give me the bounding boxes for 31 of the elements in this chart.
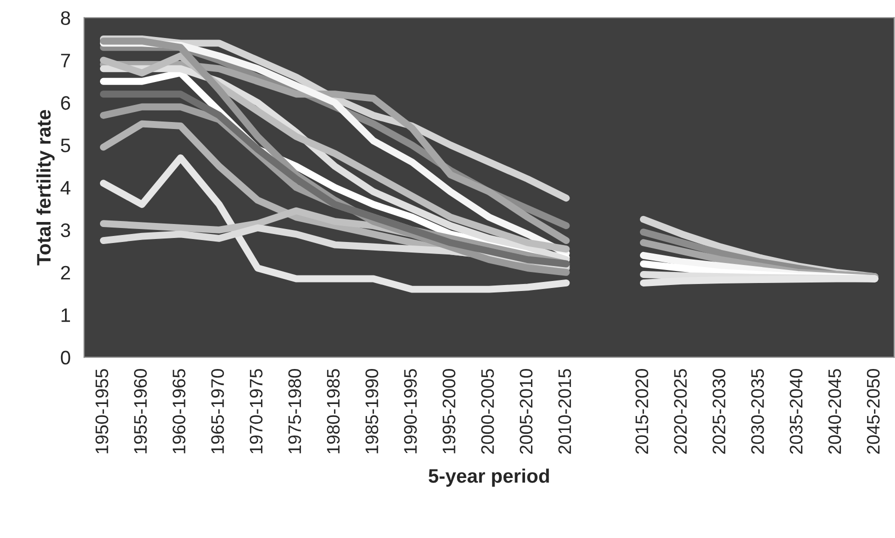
x-tick-label: 2010-2015 <box>558 369 572 454</box>
x-tick-label: 2040-2045 <box>828 369 842 454</box>
x-tick-label: 2000-2005 <box>481 369 494 454</box>
x-tick-label: 2005-2010 <box>520 369 533 454</box>
x-tick-label: 2020-2025 <box>674 369 687 454</box>
x-tick-label: 1960-1965 <box>172 369 186 454</box>
x-tick-label: 2025-2030 <box>712 369 726 454</box>
x-tick-label: 2030-2035 <box>751 369 764 454</box>
x-tick-label: 1980-1985 <box>326 369 340 454</box>
x-tick-label: 1970-1975 <box>250 369 263 454</box>
y-tick-label: 4 <box>60 181 70 195</box>
y-tick-label: 2 <box>61 266 70 280</box>
y-tick-label: 1 <box>62 308 70 322</box>
x-tick-label: 1990-1995 <box>404 369 417 454</box>
x-tick-label: 2015-2020 <box>635 369 648 454</box>
y-tick-label: 0 <box>60 350 70 364</box>
x-tick-label: 1965-1970 <box>211 369 224 454</box>
y-tick-label: 5 <box>60 138 70 152</box>
x-tick-label: 2045-2050 <box>866 369 880 454</box>
x-tick-label: 1955-1960 <box>134 369 147 454</box>
x-tick-label: 1985-1990 <box>365 369 378 454</box>
y-tick-label: 3 <box>60 223 70 238</box>
x-tick-label: 1975-1980 <box>288 369 302 454</box>
x-axis-title: 5-year period <box>428 468 549 487</box>
y-tick-label: 7 <box>61 54 70 68</box>
x-tick-label: 1995-2000 <box>442 369 456 454</box>
x-tick-label: 1950-1955 <box>95 369 108 454</box>
x-tick-label: 2035-2040 <box>790 369 803 454</box>
y-tick-label: 8 <box>60 11 70 25</box>
y-axis-title: Total fertility rate <box>36 110 55 266</box>
y-tick-label: 6 <box>61 96 70 110</box>
